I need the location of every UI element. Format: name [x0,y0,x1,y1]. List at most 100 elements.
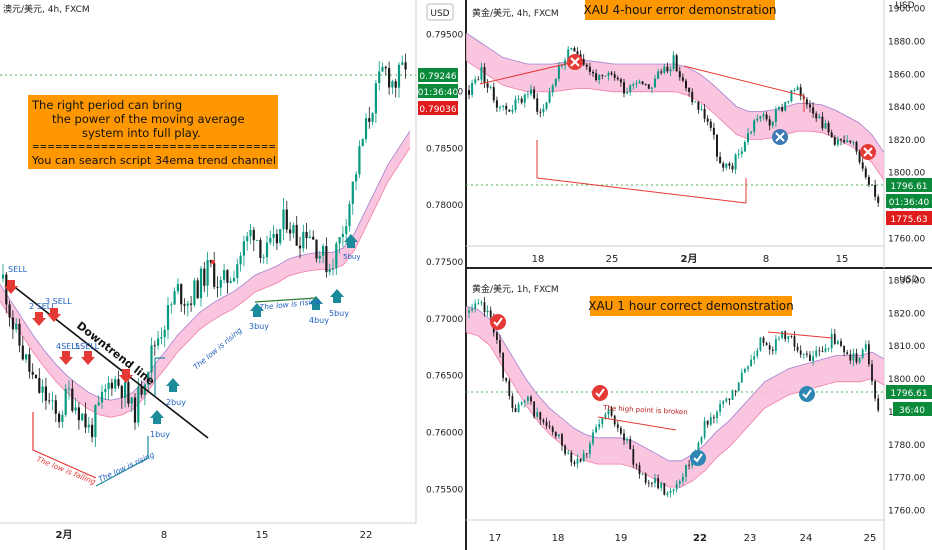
br-candle [517,402,520,413]
left-candle-body [378,71,381,84]
tr-candle-body [666,66,669,72]
tr-candle [678,66,681,81]
tr-candle-body [616,77,619,80]
left-candle-body [325,246,328,273]
left-candle-body [246,236,249,242]
br-candle-body [725,398,728,402]
tr-candle [753,118,756,136]
tr-candle-body [709,121,712,128]
left-candle-body [147,372,150,385]
br-candle [821,346,824,353]
br-candle [598,419,601,431]
br-candle [737,381,740,392]
br-candle [787,335,790,344]
left-candle-body [348,203,351,227]
tr-candle-body [712,127,715,135]
left-candle [209,259,212,268]
br-price-tick-7: 1770.00 [888,474,925,484]
br-candle [644,472,647,485]
sell-label-2: 2 SELL [29,302,56,311]
left-candle [256,239,259,242]
br-candle-body [775,339,777,351]
left-candle-body [107,382,110,390]
br-candle [567,449,570,455]
left-currency-box[interactable] [426,3,454,21]
br-candle-body [564,445,566,454]
tr-candle [836,136,839,147]
low-rising-label-1: The low is rising [97,450,156,484]
left-candle [318,250,321,264]
left-candle [21,336,24,361]
left-candle-body [219,279,222,288]
note-line-1: The right period can bring [31,98,182,112]
tr-candle [877,194,880,207]
tr-candle-body [554,79,557,86]
br-candle-body [489,310,492,318]
br-candle-body [561,434,563,446]
br-candle-body [539,412,542,420]
br-candle [830,328,833,353]
tr-candle-body [762,114,765,117]
tr-candle-body [663,66,666,73]
tr-title-box [585,0,775,20]
br-candle-body [638,465,641,475]
left-candle [84,402,87,434]
br-candle [570,450,573,467]
br-candle [508,378,511,400]
tr-candle-body [753,120,756,132]
tr-candle-body [520,98,523,103]
tr-candle [821,111,824,131]
left-candle-body [166,305,170,330]
left-candle-body [374,83,377,114]
br-candle-body [567,452,570,454]
tr-candle [747,127,749,145]
left-candle-body [358,146,361,175]
br-candle [700,436,703,445]
tr-candle-body [613,74,616,78]
br-candle [635,463,638,470]
br-candle-body [818,350,821,352]
br-candle [536,407,539,419]
br-candle-body [830,333,833,349]
left-candle [289,221,292,241]
br-candle [709,412,712,427]
tr-candle [647,84,650,90]
br-candle-body [527,396,529,401]
br-chart-header: 黄金/美元, 1h, FXCM [472,283,559,295]
left-candle-body [54,400,57,414]
left-candle [391,79,394,94]
left-candle [54,394,57,423]
tr-candle [613,71,616,81]
tr-candle [492,82,495,104]
tr-candle [737,149,740,159]
tr-candle [641,81,644,85]
left-candle-body [91,424,94,438]
tr-candle [502,105,505,111]
br-candle-body [570,452,573,463]
left-candle-body [61,414,64,422]
br-candle-body [666,492,669,495]
br-candle-body [675,483,678,490]
left-price-tick-3: 0.78500 [426,144,463,154]
br-candle [632,445,635,469]
br-candle-body [759,337,762,351]
tr-candle-body [530,89,532,94]
tr-candle [818,113,821,119]
tr-candle-body [675,55,678,72]
br-candle [703,416,706,440]
tr-candle [610,70,613,76]
br-candle-body [573,462,576,464]
br-candle [818,346,821,357]
tr-candle [582,54,585,67]
tr-candle-body [619,79,622,83]
left-candle-body [272,234,275,238]
br-candle-body [740,372,743,383]
br-candle [765,341,768,346]
tr-error-marker-2 [772,129,788,145]
left-candle [361,138,364,147]
sell-signal-6 [119,369,133,383]
left-candle-body [216,286,219,288]
left-candle-body [322,246,325,256]
left-candle [100,384,104,409]
left-candle-body [361,139,364,147]
